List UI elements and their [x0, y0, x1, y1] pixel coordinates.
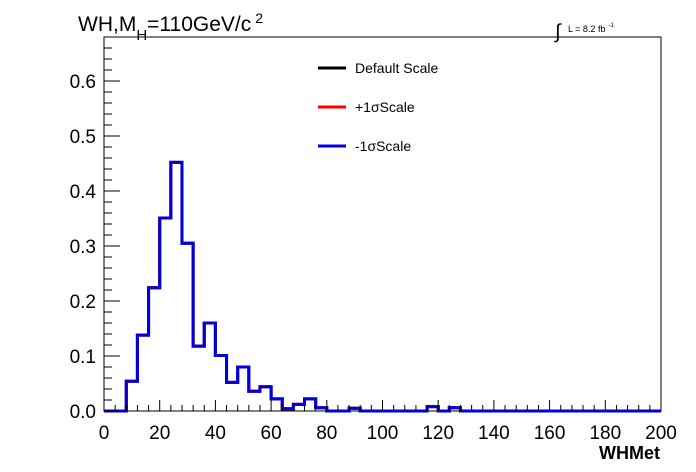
x-tick-label: 140: [478, 423, 510, 444]
legend-label-0: Default Scale: [355, 60, 438, 76]
x-axis-title: WHMet: [599, 443, 660, 463]
y-tick-label: 0.6: [70, 72, 96, 93]
axes-layer: 0 20 40 60 80 100 120 140 160 180 200 0.0 0.1 0.2 0.3 0…: [70, 36, 677, 444]
title-subscript: H: [136, 27, 147, 44]
y-tick-label: 0.5: [70, 127, 96, 148]
legend-label-1: +1σScale: [355, 99, 415, 115]
y-tick-label: 0.0: [70, 402, 96, 423]
x-tick-label: 60: [261, 423, 282, 444]
x-tick-label: 20: [149, 423, 170, 444]
x-tick-label: 180: [589, 423, 621, 444]
x-tick-label: 200: [645, 423, 677, 444]
luminosity-exponent: -1: [608, 23, 614, 29]
x-tick-label: 100: [367, 423, 399, 444]
x-tick-label: 40: [205, 423, 226, 444]
integral-sign: ∫: [554, 21, 562, 43]
y-tick-label: 0.3: [70, 237, 96, 258]
x-tick-label: 0: [99, 423, 110, 444]
legend: Default Scale +1σScale -1σScale: [318, 60, 438, 154]
x-tick-label: 80: [316, 423, 337, 444]
series-layer: [104, 160, 661, 413]
title-rest: =110GeV/c: [147, 13, 251, 36]
svg-text:L = 8.2 fb-1: L = 8.2 fb -1: [568, 23, 614, 34]
x-tick-label: 160: [534, 423, 566, 444]
title-main: WH,M: [78, 13, 136, 36]
x-tick-label: 120: [422, 423, 454, 444]
series-line-2: [104, 160, 661, 413]
legend-label-2: -1σScale: [355, 138, 411, 154]
luminosity-label: ∫ L = 8.2 fb -1: [554, 21, 614, 43]
y-tick-label: 0.2: [70, 292, 96, 313]
chart-title: WH,MH=110GeV/c 2: [78, 10, 263, 44]
luminosity-text: L = 8.2 fb: [568, 24, 605, 34]
title-superscript: 2: [255, 10, 263, 26]
svg-text:WH,MH=110GeV/c2: WH,MH=110GeV/c 2: [78, 10, 263, 44]
y-tick-label: 0.1: [70, 347, 96, 368]
y-tick-label: 0.4: [70, 182, 97, 203]
